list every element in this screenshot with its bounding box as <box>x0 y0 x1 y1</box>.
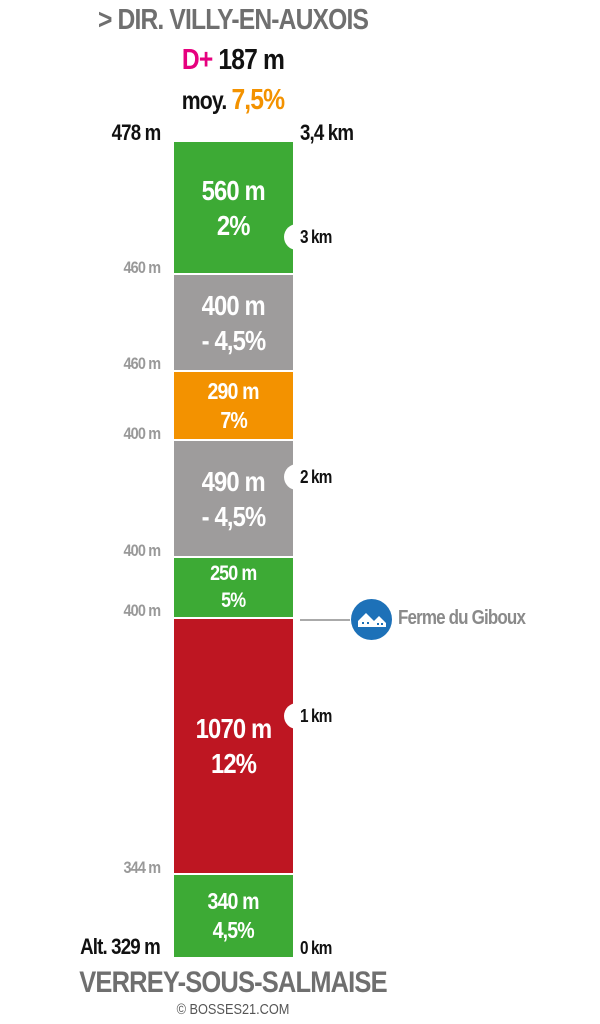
avg-value: 7,5% <box>231 84 285 116</box>
segment-length: 250 m <box>210 562 257 586</box>
total-distance: 3,4 km <box>300 120 354 145</box>
poi-label: Ferme du Giboux <box>398 607 526 629</box>
avg-label: moy. <box>181 87 227 115</box>
km-notch <box>284 703 302 729</box>
direction-title: > DIR. VILLY-EN-AUXOIS <box>97 4 369 36</box>
segment-length: 1070 m <box>195 713 272 744</box>
segment-length: 400 m <box>201 289 266 321</box>
km-notch <box>284 224 302 250</box>
segment-grade: 12% <box>210 748 257 779</box>
elevation-gain: D+ 187 m <box>181 44 285 77</box>
credit: © BOSSES21.COM <box>176 1001 290 1018</box>
top-altitude: 478 m <box>111 120 161 145</box>
altitude-label: 400 m <box>123 541 161 560</box>
altitude-label: 400 m <box>123 424 161 443</box>
segment-length: 290 m <box>207 377 260 404</box>
segment-4: 490 m- 4,5% <box>174 441 293 556</box>
altitude-label: 344 m <box>123 858 161 877</box>
segment-1: 560 m 2% <box>174 142 293 273</box>
segment-6: 1070 m 12% <box>174 619 293 873</box>
segment-5: 250 m 5% <box>174 558 293 617</box>
segment-grade: - 4,5% <box>201 324 267 356</box>
segment-7: 340 m 4,5% <box>174 875 293 957</box>
poi-leader-line <box>300 619 350 621</box>
km-marker: 3 km <box>300 227 332 247</box>
segment-length: 560 m <box>201 174 266 206</box>
km-marker: 0 km <box>300 938 332 958</box>
segment-3: 290 m 7% <box>174 372 293 439</box>
start-altitude: Alt. 329 m <box>80 934 161 959</box>
start-location: VERREY-SOUS-SALMAISE <box>79 966 387 999</box>
dplus-label: D+ <box>181 44 213 76</box>
segment-grade: 5% <box>221 588 246 612</box>
km-marker: 2 km <box>300 467 332 487</box>
average-grade: moy. 7,5% <box>181 84 285 117</box>
altitude-label: 400 m <box>123 601 161 620</box>
segment-grade: 2% <box>217 209 251 241</box>
segment-grade: - 4,5% <box>201 500 267 532</box>
segment-grade: 4,5% <box>212 917 255 943</box>
altitude-label: 460 m <box>123 258 161 277</box>
km-marker: 1 km <box>300 706 332 726</box>
km-notch <box>284 464 302 490</box>
segment-length: 340 m <box>207 888 260 915</box>
segment-grade: 7% <box>220 406 247 433</box>
segment-length: 490 m <box>201 465 266 497</box>
dplus-value: 187 m <box>218 44 285 76</box>
houses-icon <box>351 599 392 640</box>
altitude-label: 460 m <box>123 354 161 373</box>
segment-2: 400 m- 4,5% <box>174 275 293 370</box>
